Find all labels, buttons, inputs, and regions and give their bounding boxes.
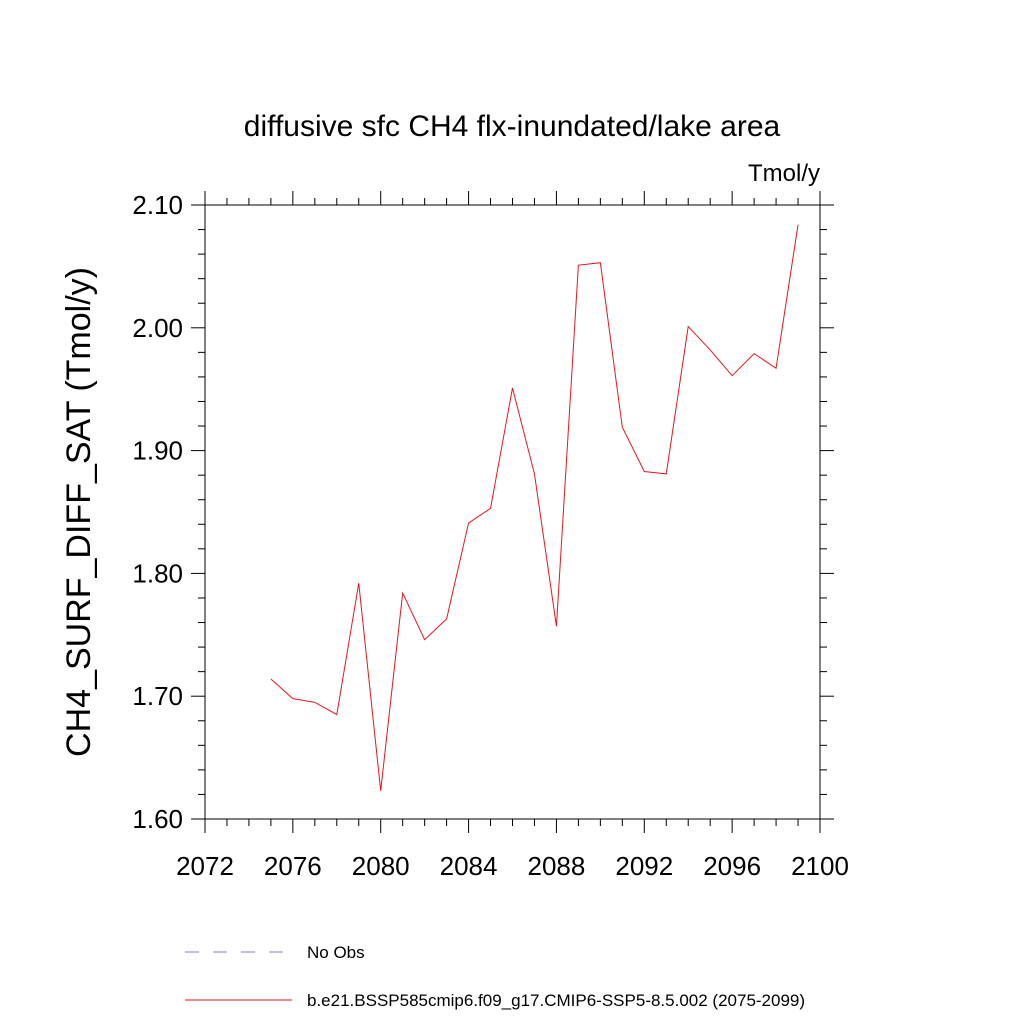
chart-title: diffusive sfc CH4 flx-inundated/lake are… — [244, 110, 781, 143]
x-tick-labels: 2072 2076 2080 2084 2088 2092 2096 2100 — [176, 851, 849, 881]
x-tick-label: 2080 — [352, 851, 410, 881]
y-tick-label: 1.80 — [132, 558, 183, 588]
x-tick-label: 2076 — [264, 851, 322, 881]
x-tick-label: 2096 — [703, 851, 761, 881]
y-axis-label: CH4_SURF_DIFF_SAT (Tmol/y) — [60, 267, 98, 757]
x-tick-label: 2084 — [440, 851, 498, 881]
y-tick-label: 2.00 — [132, 313, 183, 343]
legend-label-no-obs: No Obs — [307, 943, 365, 962]
y-tick-label: 2.10 — [132, 190, 183, 220]
legend: No Obs b.e21.BSSP585cmip6.f09_g17.CMIP6-… — [185, 943, 805, 1010]
y-tick-label: 1.60 — [132, 804, 183, 834]
legend-label-model: b.e21.BSSP585cmip6.f09_g17.CMIP6-SSP5-8.… — [307, 991, 805, 1010]
plot-frame — [204, 204, 821, 820]
y-tick-label: 1.70 — [132, 681, 183, 711]
axis-ticks — [191, 191, 834, 833]
x-tick-label: 2072 — [176, 851, 234, 881]
series-line — [270, 224, 799, 791]
x-tick-label: 2100 — [791, 851, 849, 881]
x-tick-label: 2088 — [528, 851, 586, 881]
x-tick-label: 2092 — [615, 851, 673, 881]
y-tick-label: 1.90 — [132, 436, 183, 466]
units-label: Tmol/y — [748, 160, 820, 187]
y-tick-labels: 1.60 1.70 1.80 1.90 2.00 2.10 — [132, 190, 183, 834]
series-lines — [270, 224, 799, 791]
